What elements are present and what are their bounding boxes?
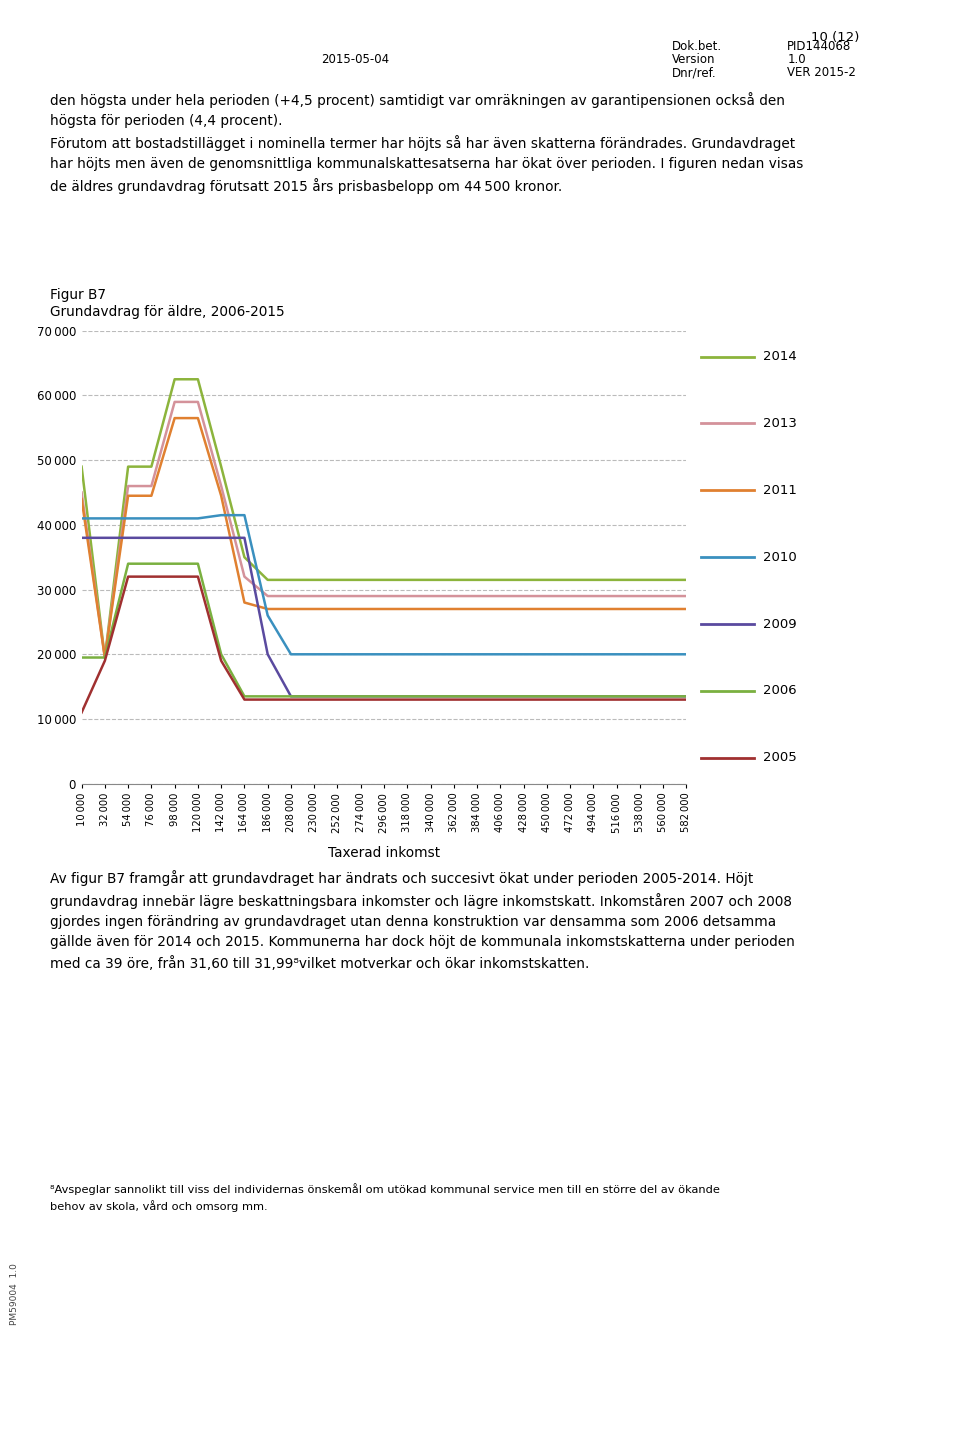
Text: 2013: 2013 (763, 417, 797, 430)
Text: Av figur B7 framgår att grundavdraget har ändrats och succesivt ökat under perio: Av figur B7 framgår att grundavdraget ha… (50, 870, 795, 971)
Text: 2009: 2009 (763, 617, 797, 631)
Text: 2014: 2014 (763, 349, 797, 364)
Text: Version: Version (672, 53, 715, 66)
Text: 2011: 2011 (763, 483, 797, 498)
Text: Dok.bet.: Dok.bet. (672, 40, 722, 53)
Text: 1.0: 1.0 (787, 53, 805, 66)
Text: 2010: 2010 (763, 551, 797, 564)
Text: Taxerad inkomst: Taxerad inkomst (328, 846, 440, 860)
Text: Dnr/ref.: Dnr/ref. (672, 66, 716, 79)
Text: 2006: 2006 (763, 684, 797, 697)
Text: ⁸Avspeglar sannolikt till viss del individernas önskemål om utökad kommunal serv: ⁸Avspeglar sannolikt till viss del indiv… (50, 1183, 720, 1212)
Text: VER 2015-2: VER 2015-2 (787, 66, 856, 79)
Text: 2015-05-04: 2015-05-04 (322, 53, 389, 66)
Text: PM59004  1.0: PM59004 1.0 (10, 1263, 18, 1326)
Text: 2005: 2005 (763, 751, 797, 765)
Text: Figur B7: Figur B7 (50, 288, 106, 302)
Text: 10 (12): 10 (12) (811, 30, 859, 45)
Text: PID144068: PID144068 (787, 40, 852, 53)
Text: den högsta under hela perioden (+4,5 procent) samtidigt var omräkningen av garan: den högsta under hela perioden (+4,5 pro… (50, 92, 804, 194)
Text: Grundavdrag för äldre, 2006-2015: Grundavdrag för äldre, 2006-2015 (50, 305, 285, 319)
